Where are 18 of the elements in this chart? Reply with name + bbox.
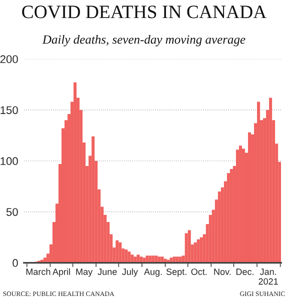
x-tick-label: Dec. (236, 268, 254, 275)
x-tick-label: March (26, 268, 50, 275)
y-tick-label: 100 (0, 157, 18, 166)
x-tick-label: Aug. (144, 268, 162, 277)
x-tick-label: April (52, 268, 70, 277)
x-tick-label: Oct. (191, 268, 207, 275)
chart-title: COVID DEATHS IN CANADA (22, 6, 267, 18)
chart-subtitle: Daily deaths, seven-day moving average (42, 34, 246, 46)
x-tick-label: Sept. (166, 268, 186, 277)
x-tick-label: Jan. 2021 (258, 268, 278, 285)
y-tick-label: 150 (0, 106, 18, 114)
y-tick-label: 200 (0, 55, 18, 64)
x-tick-label: June (98, 268, 117, 275)
x-tick-label: July (122, 268, 138, 277)
x-tick-label: May (76, 268, 93, 277)
y-tick-label: 50 (6, 208, 18, 216)
y-tick-label: 0 (12, 259, 18, 267)
x-tick-label: Nov. (214, 268, 231, 275)
